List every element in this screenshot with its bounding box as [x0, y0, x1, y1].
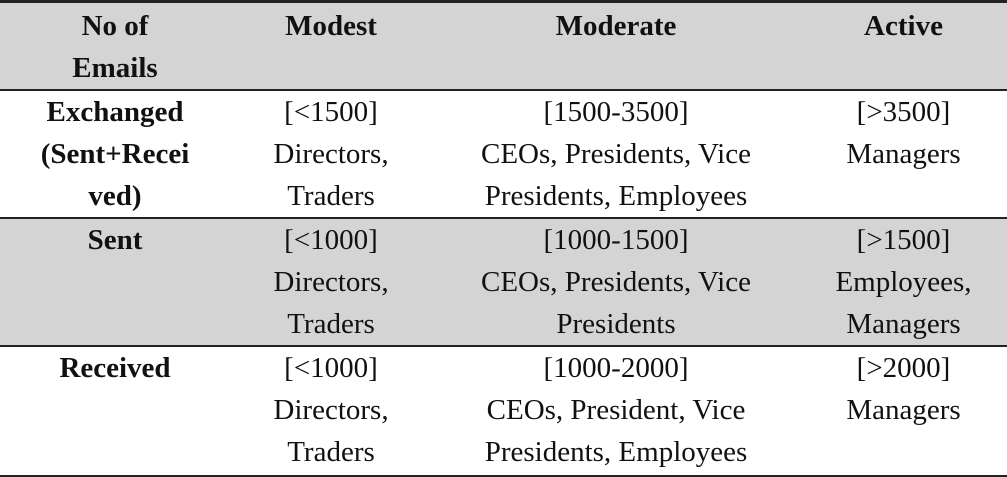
cell-received-modest: [<1000] Directors, Traders	[230, 346, 432, 476]
cell-text-line: [1000-2000]	[543, 352, 689, 384]
cell-exchanged-moderate: [1500-3500] CEOs, Presidents, Vice Presi…	[432, 90, 800, 218]
cell-text-line: (Sent+Recei	[40, 138, 190, 170]
header-moderate: Moderate	[432, 2, 800, 91]
cell-text-line: Employees,	[835, 266, 972, 298]
cell-text-line: [<1000]	[284, 352, 378, 384]
cell-text-line: Traders	[287, 436, 375, 468]
table-row-exchanged: Exchanged (Sent+Recei ved) [<1500] Direc…	[0, 90, 1007, 218]
cell-text-line: Directors,	[273, 266, 389, 298]
cell-text-line: CEOs, President, Vice	[486, 394, 746, 426]
cell-text-line: [>3500]	[856, 96, 951, 128]
cell-received-active: [>2000] Managers	[800, 346, 1007, 476]
table-header-row: No of Emails Modest Moderate Active	[0, 1, 1007, 91]
cell-text-line: [<1500]	[284, 96, 378, 128]
row-label-received: Received	[0, 346, 230, 476]
cell-text-line: Directors,	[273, 138, 389, 170]
cell-text-line: Directors,	[273, 394, 389, 426]
cell-text-line: Managers	[846, 394, 961, 426]
table-row-received: Received [<1000] Directors, Traders [100…	[0, 346, 1007, 476]
row-label-sent: Sent	[0, 218, 230, 346]
cell-text-line: CEOs, Presidents, Vice	[481, 266, 751, 298]
cell-text-line: ved)	[88, 180, 142, 212]
cell-text-line: Sent	[87, 224, 143, 256]
cell-sent-moderate: [1000-1500] CEOs, Presidents, Vice Presi…	[432, 218, 800, 346]
cell-text-line: Traders	[287, 180, 375, 212]
cell-sent-active: [>1500] Employees, Managers	[800, 218, 1007, 346]
header-text-line: No of	[81, 10, 149, 42]
cell-text-line: [1000-1500]	[543, 224, 689, 256]
cell-text-line: [>1500]	[856, 224, 951, 256]
header-text-line: Active	[864, 10, 943, 42]
cell-text-line: Presidents, Employees	[484, 180, 748, 212]
cell-exchanged-modest: [<1500] Directors, Traders	[230, 90, 432, 218]
cell-text-line: Presidents	[556, 308, 676, 340]
header-text-line: Modest	[285, 10, 377, 42]
row-label-exchanged: Exchanged (Sent+Recei ved)	[0, 90, 230, 218]
table-row-sent: Sent [<1000] Directors, Traders [1000-15…	[0, 218, 1007, 346]
header-text-line: Moderate	[555, 10, 677, 42]
cell-text-line: Presidents, Employees	[484, 436, 748, 468]
cell-exchanged-active: [>3500] Managers	[800, 90, 1007, 218]
cell-text-line: [<1000]	[284, 224, 378, 256]
header-no-of-emails: No of Emails	[0, 2, 230, 91]
cell-text-line: [1500-3500]	[543, 96, 689, 128]
cell-text-line: Managers	[846, 308, 961, 340]
cell-text-line: Received	[59, 352, 171, 384]
cell-text-line: CEOs, Presidents, Vice	[481, 138, 751, 170]
header-modest: Modest	[230, 2, 432, 91]
cell-sent-modest: [<1000] Directors, Traders	[230, 218, 432, 346]
header-text-line: Emails	[72, 52, 158, 84]
cell-text-line: [>2000]	[856, 352, 951, 384]
cell-text-line: Managers	[846, 138, 961, 170]
cell-text-line: Exchanged	[46, 96, 184, 128]
cell-received-moderate: [1000-2000] CEOs, President, Vice Presid…	[432, 346, 800, 476]
header-active: Active	[800, 2, 1007, 91]
cell-text-line: Traders	[287, 308, 375, 340]
